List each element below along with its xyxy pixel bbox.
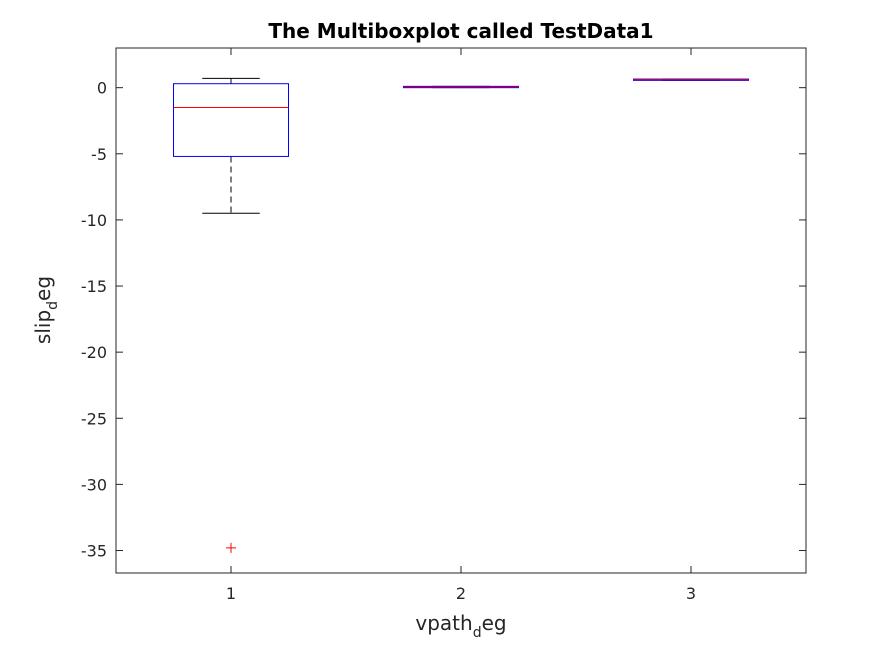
y-tick-label: -15 — [81, 277, 107, 296]
x-axis-label-rest: eg — [482, 611, 507, 635]
y-axis-label: slipdeg — [31, 276, 61, 344]
box-1 — [173, 77, 289, 553]
y-axis-label-rest: eg — [31, 276, 55, 301]
x-axis-label-subscript: d — [473, 625, 482, 641]
box-3 — [633, 78, 749, 81]
y-tick-label: -5 — [91, 145, 107, 164]
y-tick-label: 0 — [97, 79, 107, 98]
axis-ticks: 0 -5 -10 -15 -20 -25 -30 -35 1 2 3 — [81, 48, 806, 603]
y-axis-label-subscript: d — [45, 301, 61, 310]
chart-title: The Multiboxplot called TestData1 — [268, 19, 653, 43]
x-axis-label-base: vpath — [415, 611, 472, 635]
y-tick-label: -25 — [81, 409, 107, 428]
x-tick-label: 2 — [456, 584, 466, 603]
box-2 — [403, 85, 519, 89]
axes-frame — [115, 47, 807, 574]
box-iqr — [173, 83, 289, 157]
y-tick-label: -10 — [81, 211, 107, 230]
outlier-marker — [226, 542, 236, 553]
y-tick-label: -30 — [81, 475, 107, 494]
y-tick-label: -35 — [81, 542, 107, 561]
y-axis-label-base: slip — [31, 310, 55, 344]
y-tick-label: -20 — [81, 343, 107, 362]
x-axis-label: vpathdeg — [415, 611, 506, 641]
x-tick-label: 3 — [686, 584, 696, 603]
x-tick-label: 1 — [226, 584, 236, 603]
boxes-group — [173, 77, 749, 553]
plot-area: 0 -5 -10 -15 -20 -25 -30 -35 1 2 3 — [81, 47, 807, 603]
